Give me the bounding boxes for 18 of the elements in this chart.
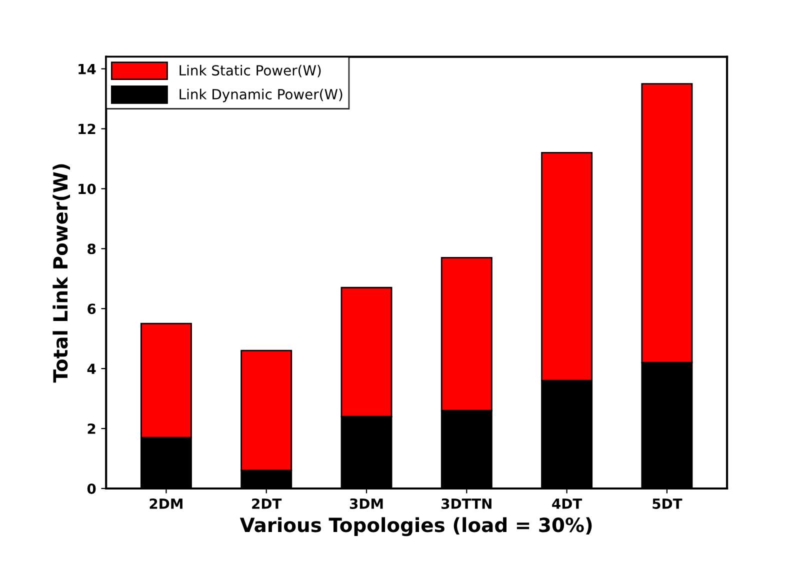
x-axis-title: Various Topologies (load = 30%): [240, 517, 592, 536]
y-tick-label: 4: [87, 364, 96, 374]
x-tick-label: 5DT: [652, 498, 682, 509]
x-tick-label: 3DM: [350, 498, 383, 509]
x-tick-label: 3DTTN: [442, 498, 492, 509]
y-tick-label: 6: [88, 304, 96, 314]
x-tick-label: 2DM: [150, 498, 182, 509]
legend-label: Link Static Power(W): [180, 64, 321, 78]
legend-label: Link Dynamic Power(W): [180, 88, 342, 102]
y-axis-title: Total Link Power(W): [52, 164, 70, 383]
y-tick-label: 12: [78, 124, 96, 134]
y-tick-label: 2: [88, 423, 96, 434]
y-tick-label: 0: [87, 483, 96, 494]
x-tick-label: 2DT: [252, 498, 282, 509]
x-tick-label: 4DT: [552, 498, 582, 509]
y-tick-label: 14: [78, 64, 96, 74]
y-tick-label: 10: [78, 184, 96, 194]
y-tick-label: 8: [88, 244, 96, 254]
